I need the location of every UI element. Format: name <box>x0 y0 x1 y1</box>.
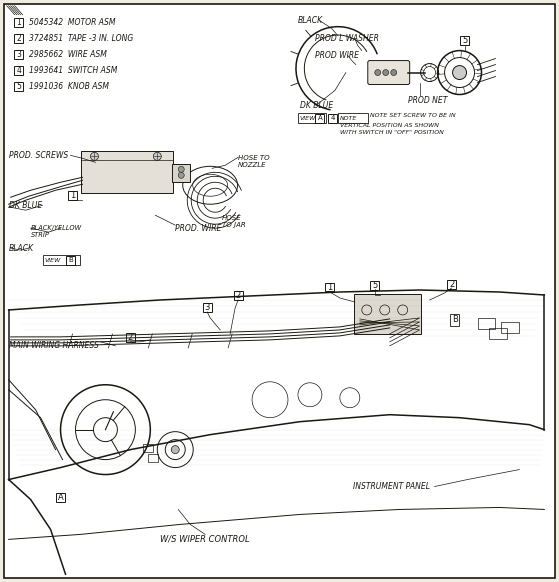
Text: MAIN WIRING HARNESS: MAIN WIRING HARNESS <box>9 342 98 350</box>
Text: PROD NET: PROD NET <box>408 96 447 105</box>
Text: BLACK: BLACK <box>298 16 323 25</box>
Text: 2985662  WIRE ASM: 2985662 WIRE ASM <box>29 50 107 59</box>
Text: PROD WIRE: PROD WIRE <box>315 51 359 60</box>
FancyBboxPatch shape <box>172 164 190 182</box>
Circle shape <box>391 70 397 76</box>
Text: B: B <box>452 315 457 324</box>
Text: NOTE: NOTE <box>340 116 357 121</box>
Text: BLACK/YELLOW: BLACK/YELLOW <box>31 225 82 231</box>
Text: A: A <box>318 115 323 122</box>
Circle shape <box>375 70 381 76</box>
Text: 2: 2 <box>449 279 454 289</box>
Circle shape <box>178 172 184 178</box>
Text: INSTRUMENT PANEL: INSTRUMENT PANEL <box>353 482 430 491</box>
Text: DK BLUE: DK BLUE <box>300 101 333 110</box>
Text: PROD L WASHER: PROD L WASHER <box>315 34 379 43</box>
FancyBboxPatch shape <box>368 61 410 84</box>
Text: 5: 5 <box>462 36 467 45</box>
Text: 2: 2 <box>235 292 241 300</box>
Text: VIEW: VIEW <box>45 258 61 262</box>
Text: 5045342  MOTOR ASM: 5045342 MOTOR ASM <box>29 18 115 27</box>
Text: VERTICAL POSITION AS SHOWN: VERTICAL POSITION AS SHOWN <box>340 123 439 128</box>
Circle shape <box>453 66 467 80</box>
Circle shape <box>153 152 162 160</box>
Text: 3724851  TAPE -3 IN. LONG: 3724851 TAPE -3 IN. LONG <box>29 34 133 43</box>
Text: 3: 3 <box>16 50 21 59</box>
Text: TO JAR: TO JAR <box>222 222 246 228</box>
Text: PROD. WIRE: PROD. WIRE <box>176 223 221 233</box>
FancyBboxPatch shape <box>354 294 421 334</box>
Text: DK BLUE: DK BLUE <box>9 201 42 210</box>
Text: 4: 4 <box>16 66 21 75</box>
Circle shape <box>171 446 179 453</box>
Text: HOSE: HOSE <box>222 215 242 221</box>
Circle shape <box>383 70 389 76</box>
Text: 1: 1 <box>16 18 21 27</box>
Circle shape <box>91 152 98 160</box>
Text: 1993641  SWITCH ASM: 1993641 SWITCH ASM <box>29 66 117 75</box>
Text: 1991036  KNOB ASM: 1991036 KNOB ASM <box>29 82 108 91</box>
Text: B: B <box>68 257 73 263</box>
Text: BLACK: BLACK <box>9 244 34 253</box>
Text: A: A <box>58 493 63 502</box>
Text: PROD. SCREWS: PROD. SCREWS <box>9 151 68 160</box>
Text: W/S WIPER CONTROL: W/S WIPER CONTROL <box>160 535 250 544</box>
Text: 3: 3 <box>205 303 210 313</box>
Text: NOZZLE: NOZZLE <box>238 162 267 168</box>
Text: 5: 5 <box>16 82 21 91</box>
FancyBboxPatch shape <box>4 3 555 579</box>
Text: WITH SWITCH IN "OFF" POSITION: WITH SWITCH IN "OFF" POSITION <box>340 130 444 135</box>
Text: 5: 5 <box>372 281 377 289</box>
Text: 1: 1 <box>327 282 333 292</box>
Text: 2: 2 <box>16 34 21 43</box>
Text: 2: 2 <box>128 333 133 342</box>
Text: VIEW: VIEW <box>300 116 316 121</box>
Text: NOTE SET SCREW TO BE IN: NOTE SET SCREW TO BE IN <box>369 113 456 118</box>
Text: 1: 1 <box>70 191 75 200</box>
Text: STRIP: STRIP <box>31 232 50 238</box>
Text: 4: 4 <box>331 115 335 122</box>
Circle shape <box>178 166 184 172</box>
Text: HOSE TO: HOSE TO <box>238 155 270 161</box>
FancyBboxPatch shape <box>82 151 173 193</box>
